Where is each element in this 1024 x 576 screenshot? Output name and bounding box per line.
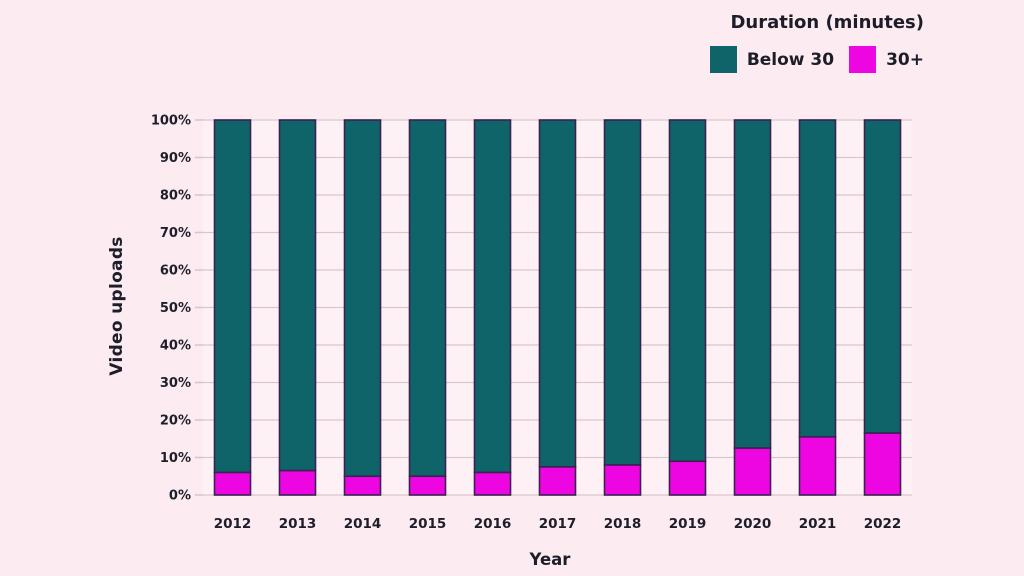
- x-tick-label: 2019: [669, 516, 707, 532]
- bar-segment-30-plus: [798, 436, 837, 496]
- x-tick-label: 2012: [214, 516, 252, 532]
- bar-segment-below-30: [408, 119, 447, 478]
- bar-segment-30-plus: [213, 471, 252, 496]
- y-tick-label: 50%: [160, 301, 191, 316]
- y-tick-label: 100%: [151, 114, 191, 129]
- x-tick-label: 2021: [799, 516, 837, 532]
- bar-segment-30-plus: [473, 471, 512, 496]
- bar-segment-30-plus: [668, 460, 707, 496]
- y-tick-label: 10%: [160, 451, 191, 466]
- x-tick-label: 2017: [539, 516, 577, 532]
- bar-segment-below-30: [473, 119, 512, 474]
- legend-title: Duration (minutes): [730, 12, 924, 33]
- legend-label: Below 30: [746, 49, 835, 70]
- bar-segment-30-plus: [343, 475, 382, 496]
- magenta-square-swatch-icon: [849, 46, 877, 73]
- bar-segment-below-30: [863, 119, 902, 434]
- y-tick-label: 70%: [160, 226, 191, 241]
- legend-items: Below 30 30+: [709, 46, 924, 73]
- bar-segment-below-30: [343, 119, 382, 478]
- bar-segment-below-30: [538, 119, 577, 468]
- bar-segment-30-plus: [603, 464, 642, 496]
- y-tick-label: 30%: [160, 376, 191, 391]
- bar-segment-below-30: [668, 119, 707, 463]
- bar-segment-30-plus: [538, 466, 577, 496]
- x-tick-label: 2018: [604, 516, 642, 532]
- legend-item-30-plus: 30+: [849, 46, 924, 73]
- y-tick-label: 90%: [160, 151, 191, 166]
- bar-segment-below-30: [603, 119, 642, 466]
- bar-segment-below-30: [733, 119, 772, 449]
- y-tick-label: 20%: [160, 414, 191, 429]
- legend-label: 30+: [886, 49, 924, 70]
- bar-segment-30-plus: [408, 475, 447, 496]
- bar-segment-below-30: [213, 119, 252, 474]
- teal-square-swatch-icon: [709, 46, 737, 73]
- chart-legend: Duration (minutes) Below 30 30+: [709, 12, 924, 73]
- y-tick-label: 0%: [169, 489, 191, 504]
- x-tick-label: 2014: [344, 516, 382, 532]
- y-tick-label: 60%: [160, 264, 191, 279]
- legend-item-below-30: Below 30: [709, 46, 835, 73]
- bar-segment-below-30: [798, 119, 837, 438]
- x-tick-label: 2013: [279, 516, 317, 532]
- x-axis-title: Year: [529, 550, 571, 569]
- x-tick-label: 2015: [409, 516, 447, 532]
- bar-segment-30-plus: [733, 447, 772, 496]
- y-tick-label: 40%: [160, 339, 191, 354]
- x-tick-label: 2016: [474, 516, 512, 532]
- bar-segment-30-plus: [278, 469, 317, 496]
- y-tick-label: 80%: [160, 189, 191, 204]
- x-tick-label: 2020: [734, 516, 772, 532]
- bar-segment-30-plus: [863, 432, 902, 496]
- x-tick-label: 2022: [864, 516, 902, 532]
- bar-segment-below-30: [278, 119, 317, 472]
